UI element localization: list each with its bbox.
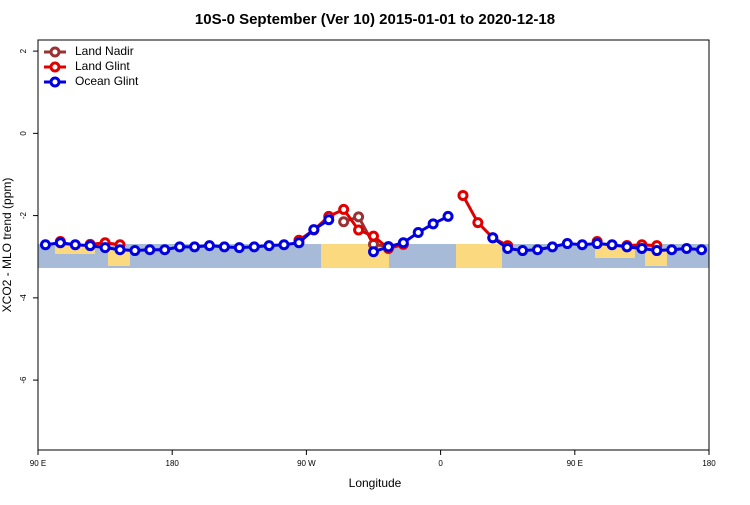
point (353, 224, 365, 236)
land (108, 250, 130, 266)
point (487, 232, 499, 244)
point (54, 237, 66, 249)
point (546, 241, 558, 253)
point (442, 210, 454, 222)
land (321, 244, 389, 268)
point (203, 240, 215, 252)
point (636, 242, 648, 254)
x-tick-label: 90 E (30, 459, 46, 468)
point (84, 240, 96, 252)
point (129, 245, 141, 257)
point (338, 216, 350, 228)
point (517, 245, 529, 257)
plot-frame (37, 39, 710, 451)
point (248, 241, 260, 253)
point (427, 218, 439, 230)
point (144, 244, 156, 256)
y-tick-label: 0 (19, 131, 28, 136)
point (606, 239, 618, 251)
point (382, 241, 394, 253)
land (456, 244, 502, 268)
point (457, 189, 469, 201)
point (233, 242, 245, 254)
point (472, 217, 484, 229)
point (99, 242, 111, 254)
y-axis-label: XCO2 - MLO trend (ppm) (0, 178, 14, 313)
point (338, 203, 350, 215)
land (645, 250, 667, 266)
point (353, 211, 365, 223)
point (189, 241, 201, 253)
x-tick-label: 90 E (567, 459, 583, 468)
y-tick-label: -6 (19, 376, 28, 384)
point (368, 246, 379, 258)
point (591, 238, 603, 250)
point (561, 238, 573, 250)
y-tick-label: -4 (19, 294, 28, 302)
legend-marker (49, 61, 61, 73)
legend-marker (49, 46, 61, 58)
y-tick-label: -2 (19, 211, 28, 219)
point (368, 230, 379, 242)
point (263, 240, 275, 252)
x-tick-label: 180 (166, 459, 180, 468)
point (323, 214, 335, 226)
point (308, 224, 320, 236)
point (412, 226, 424, 238)
x-tick-label: 0 (438, 459, 443, 468)
point (159, 244, 171, 256)
point (681, 242, 693, 254)
legend-marker (49, 76, 61, 88)
x-tick-label: 180 (702, 459, 716, 468)
point (174, 241, 186, 253)
point (532, 244, 544, 256)
point (218, 241, 230, 253)
series (39, 210, 708, 258)
point (397, 237, 409, 249)
point (293, 237, 305, 249)
chart-title: 10S-0 September (Ver 10) 2015-01-01 to 2… (195, 11, 555, 28)
point (651, 245, 663, 257)
point (576, 239, 588, 251)
point (666, 244, 678, 256)
legend-label: Land Glint (75, 59, 130, 73)
point (114, 244, 126, 256)
legend-label: Land Nadir (75, 44, 134, 58)
legend-label: Ocean Glint (75, 74, 139, 88)
point (502, 242, 514, 254)
point (39, 239, 51, 251)
x-axis-label: Longitude (349, 476, 402, 490)
y-tick-label: 2 (19, 48, 28, 53)
point (696, 244, 708, 256)
point (621, 241, 633, 253)
point (278, 239, 290, 251)
point (69, 239, 81, 251)
x-tick-label: 90 W (297, 459, 316, 468)
